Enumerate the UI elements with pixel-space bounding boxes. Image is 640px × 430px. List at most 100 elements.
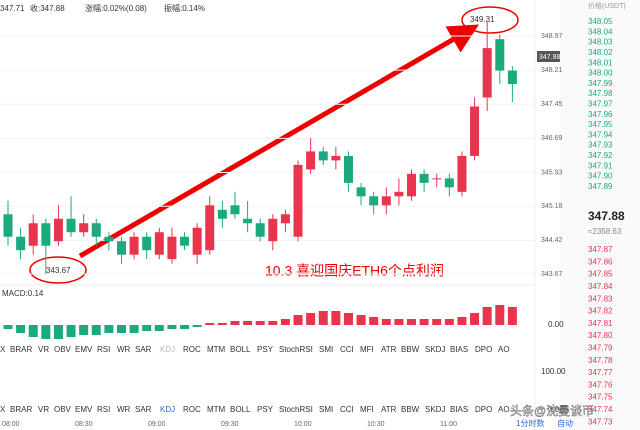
candle-body <box>167 236 177 260</box>
indicator-tab[interactable]: BIAS <box>450 345 468 354</box>
indicator-tab[interactable]: BBW <box>401 345 420 354</box>
book-title: 价格(USDT) <box>588 1 626 10</box>
indicator-tab[interactable]: VR <box>38 405 49 414</box>
indicator-tab[interactable]: AO <box>498 345 510 354</box>
ask-price: 347.94 <box>588 130 613 139</box>
indicator-tab[interactable]: BOLL <box>230 405 251 414</box>
macd-bar <box>356 315 366 325</box>
indicator-tab[interactable]: BRAR <box>10 345 32 354</box>
macd-bar <box>3 325 13 329</box>
indicator-tab[interactable]: BBW <box>401 405 420 414</box>
indicator-tab[interactable]: SKDJ <box>425 405 445 414</box>
macd-bar <box>444 319 454 325</box>
indicator-tab[interactable]: MFI <box>360 345 374 354</box>
candle-body <box>457 155 467 192</box>
candle-body <box>53 218 63 242</box>
indicator-tab[interactable]: RSI <box>97 405 110 414</box>
ask-price: 347.93 <box>588 141 613 150</box>
indicator-tab[interactable]: StochRSI <box>279 405 313 414</box>
price-tick: 347.45 <box>541 101 563 108</box>
macd-bar <box>28 325 38 337</box>
macd-bar <box>154 325 164 331</box>
indicator-tab[interactable]: EMV <box>75 345 93 354</box>
indicator-tab[interactable]: X <box>0 345 6 354</box>
price-tick: 348.21 <box>541 67 563 74</box>
ask-price: 347.91 <box>588 161 613 170</box>
kdj-top: 100.00 <box>541 367 566 376</box>
indicator-tab[interactable]: WR <box>117 345 131 354</box>
candle-body <box>470 106 480 156</box>
macd-bar <box>268 321 278 325</box>
indicator-tab[interactable]: KDJ <box>160 345 175 354</box>
high-label: 349.31 <box>470 15 495 24</box>
candle-body <box>91 223 101 237</box>
indicator-tab[interactable]: MTM <box>207 345 226 354</box>
candle-body <box>66 218 76 233</box>
bid-price: 347.78 <box>588 356 613 365</box>
indicator-tab[interactable]: X <box>0 405 6 414</box>
indicator-tab[interactable]: SAR <box>135 405 152 414</box>
indicator-tab[interactable]: ATR <box>381 345 397 354</box>
indicator-tab[interactable]: OBV <box>54 405 72 414</box>
low-label: 343.67 <box>46 266 71 275</box>
candle-body <box>482 48 492 98</box>
indicator-tab[interactable]: BIAS <box>450 405 468 414</box>
macd-bar <box>192 325 202 327</box>
candle-body <box>306 151 316 170</box>
indicator-tab[interactable]: EMV <box>75 405 93 414</box>
ask-price: 347.89 <box>588 182 613 191</box>
ask-price: 348.03 <box>588 38 613 47</box>
indicator-tab[interactable]: DPO <box>475 405 492 414</box>
indicator-tab[interactable]: RSI <box>97 345 110 354</box>
candle-body <box>407 173 417 197</box>
indicator-tab[interactable]: VR <box>38 345 49 354</box>
indicator-tab[interactable]: BRAR <box>10 405 32 414</box>
indicator-tab[interactable]: MFI <box>360 405 374 414</box>
indicator-tab[interactable]: BOLL <box>230 345 251 354</box>
time-label: 08:00 <box>2 421 20 428</box>
indicator-tab[interactable]: MTM <box>207 405 226 414</box>
macd-bar <box>79 325 89 335</box>
bid-price: 347.87 <box>588 245 613 254</box>
candle-body <box>154 232 164 255</box>
macd-bar <box>318 311 328 325</box>
watermark: 头条@沈曼谈币 <box>510 403 594 418</box>
indicator-tab[interactable]: WR <box>117 405 131 414</box>
indicator-tab[interactable]: SMI <box>319 405 333 414</box>
time-label: 11:00 <box>440 421 457 428</box>
indicator-tab[interactable]: ROC <box>183 405 201 414</box>
macd-bar <box>306 313 316 325</box>
candle-body <box>3 214 13 237</box>
macd-bar <box>180 325 190 329</box>
indicator-tab[interactable]: KDJ <box>160 405 175 414</box>
macd-bar <box>205 323 215 325</box>
indicator-tab[interactable]: ROC <box>183 345 201 354</box>
indicator-tab[interactable]: ATR <box>381 405 397 414</box>
indicator-tab[interactable]: CCI <box>340 405 354 414</box>
candle-body <box>356 187 366 197</box>
indicator-tab[interactable]: SAR <box>135 345 152 354</box>
candle-body <box>243 218 253 224</box>
candle-body <box>444 178 454 188</box>
candle-body <box>394 191 404 197</box>
macd-bar <box>16 325 26 333</box>
indicator-tab[interactable]: PSY <box>257 345 274 354</box>
candle-body <box>381 196 391 206</box>
macd-bar <box>66 325 76 337</box>
indicator-tab[interactable]: SMI <box>319 345 333 354</box>
candle-body <box>280 214 290 224</box>
macd-bar <box>280 319 290 325</box>
indicator-tab[interactable]: OBV <box>54 345 72 354</box>
macd-bar <box>255 321 265 325</box>
indicator-tab[interactable]: DPO <box>475 345 492 354</box>
indicator-tab[interactable]: StochRSI <box>279 345 313 354</box>
candle-body <box>180 236 190 246</box>
candle-body <box>369 196 379 206</box>
bid-price: 347.79 <box>588 344 613 353</box>
indicator-tab[interactable]: CCI <box>340 345 354 354</box>
indicator-tab[interactable]: SKDJ <box>425 345 445 354</box>
indicator-tab[interactable]: AO <box>498 405 510 414</box>
price-tick: 344.42 <box>541 237 563 244</box>
indicator-tab[interactable]: PSY <box>257 405 274 414</box>
